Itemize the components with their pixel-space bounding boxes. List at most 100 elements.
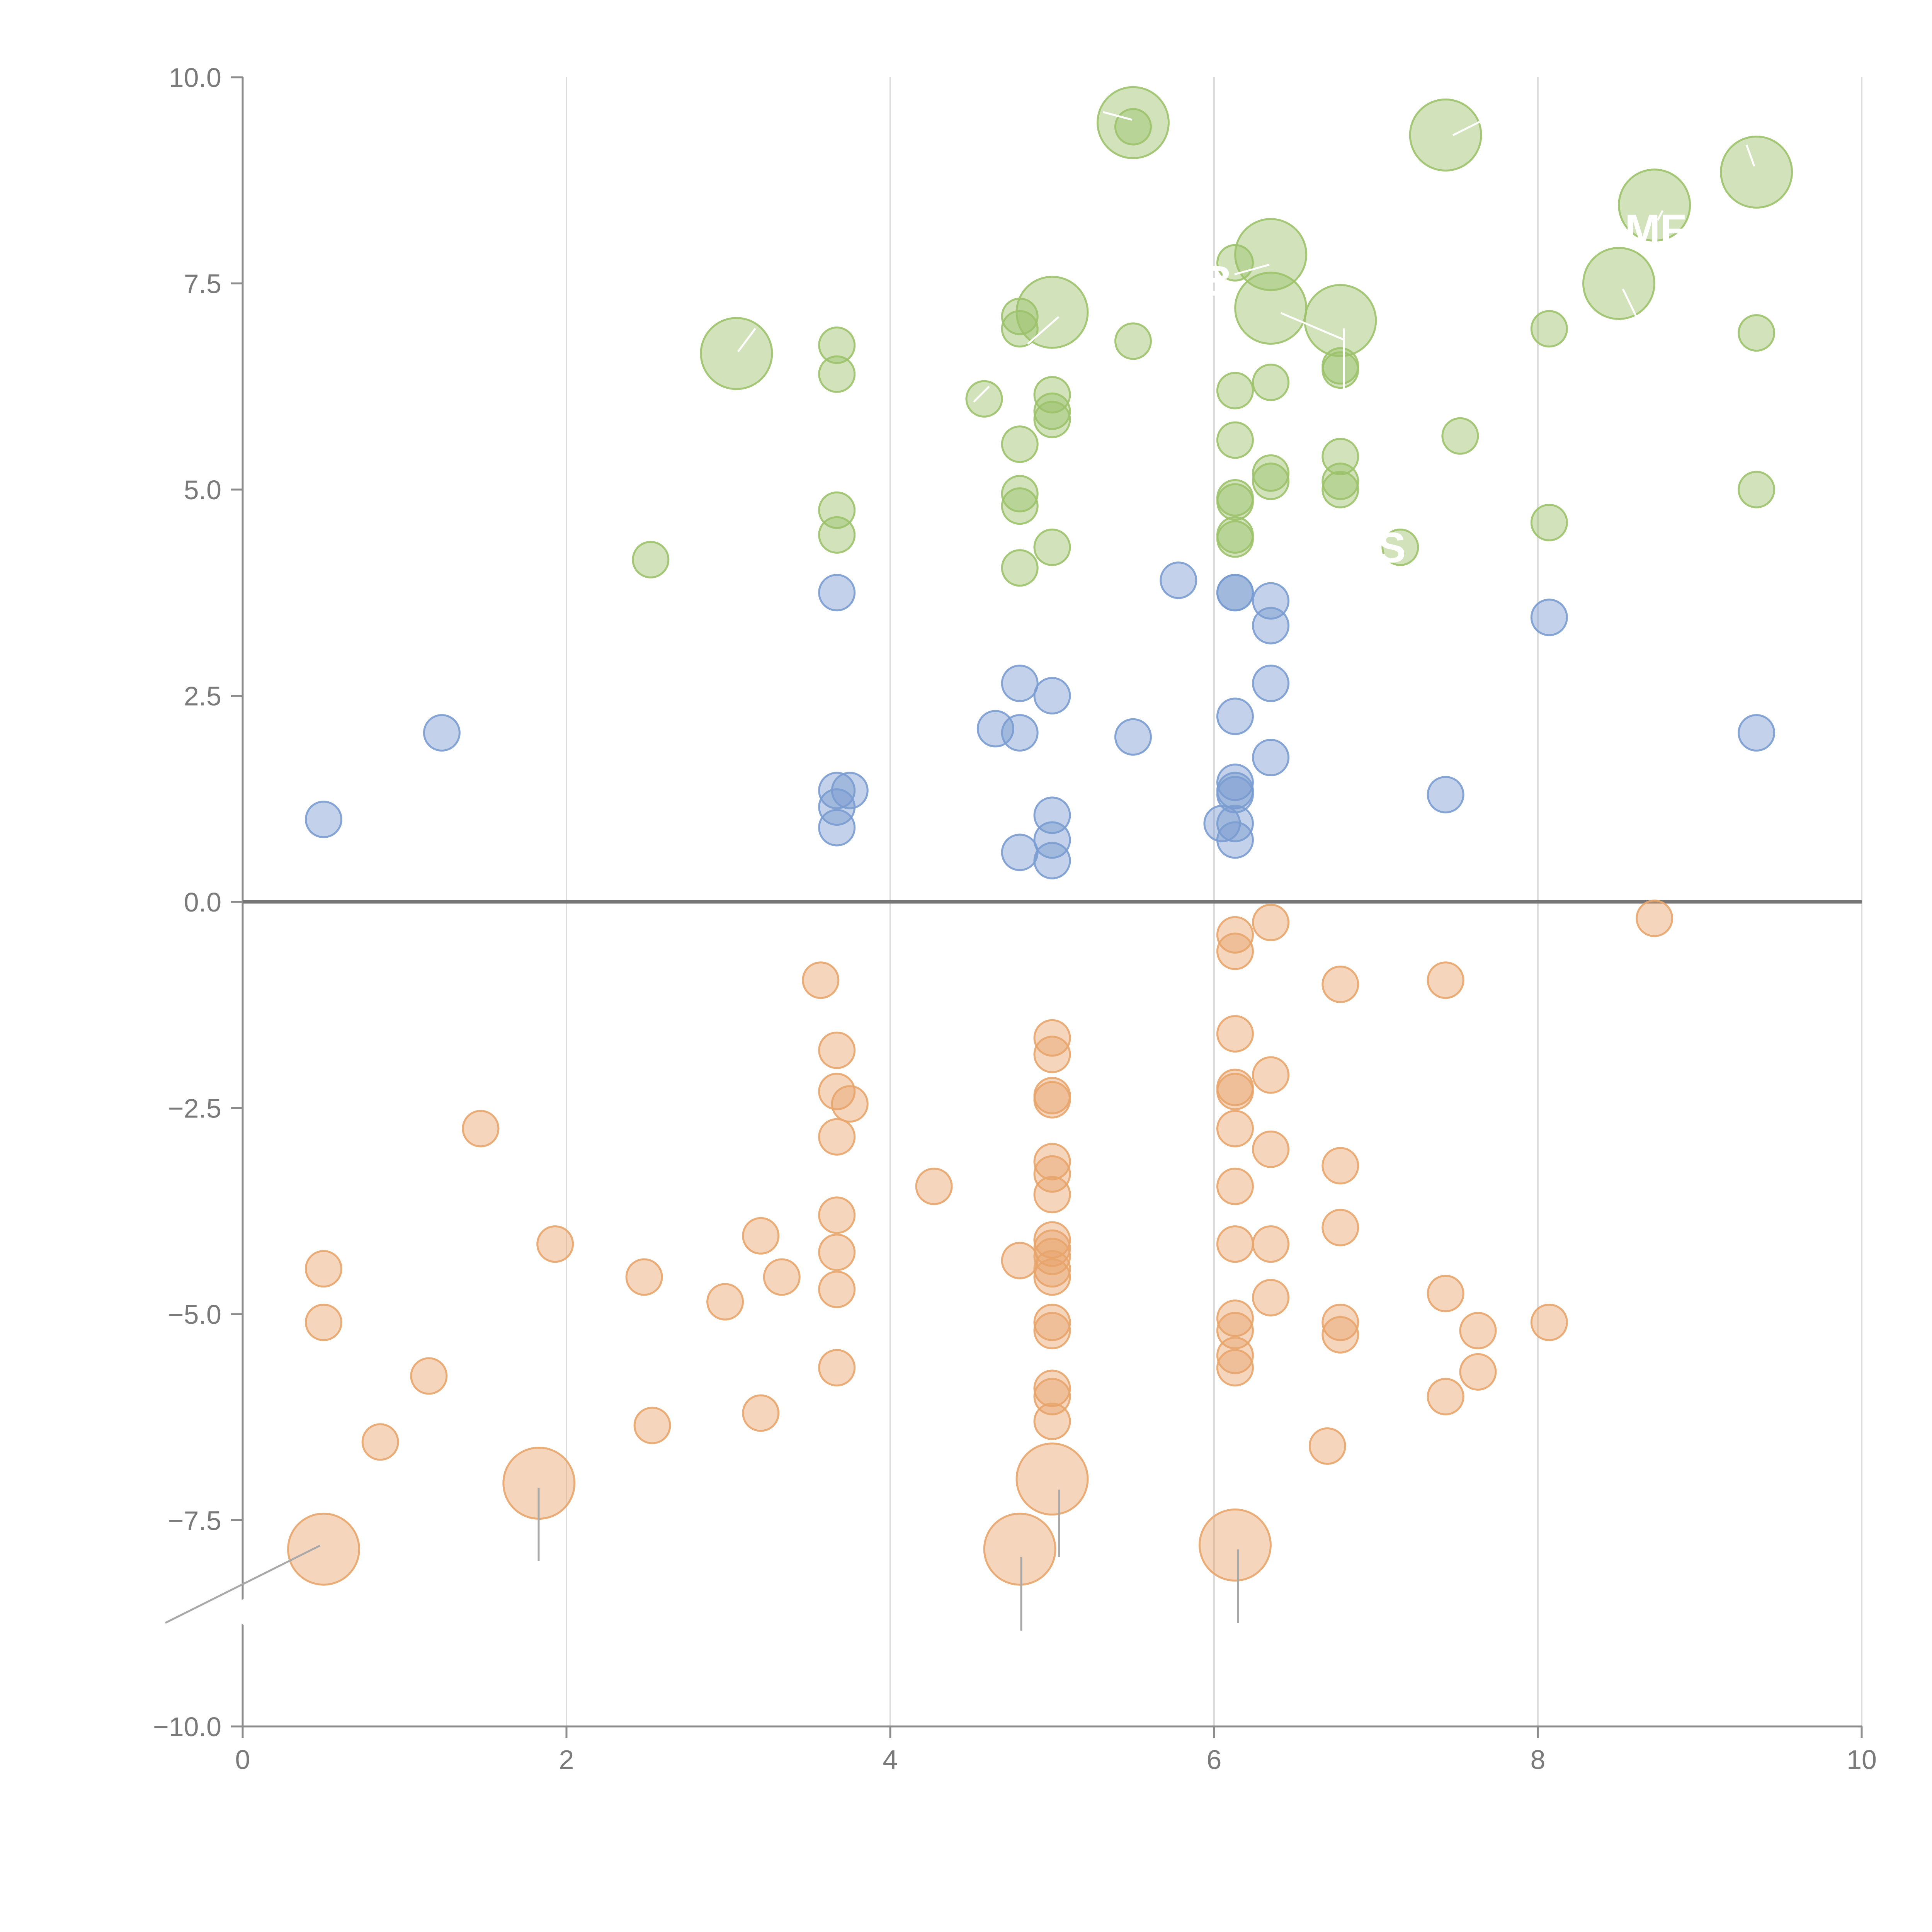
orange-bubble[interactable] <box>1252 1225 1290 1263</box>
orange-bubble[interactable] <box>1216 1349 1254 1387</box>
green-bubble[interactable] <box>1530 310 1568 348</box>
blue-bubble[interactable] <box>818 772 856 810</box>
orange-bubble[interactable] <box>983 1512 1056 1586</box>
green-bubble[interactable] <box>1234 218 1308 291</box>
green-bubble[interactable] <box>1321 351 1359 389</box>
orange-bubble[interactable] <box>1459 1312 1497 1350</box>
orange-bubble[interactable] <box>305 1303 342 1341</box>
blue-bubble[interactable] <box>1216 697 1254 735</box>
blue-bubble[interactable] <box>305 801 342 838</box>
orange-bubble[interactable] <box>462 1110 500 1148</box>
green-bubble[interactable] <box>1738 314 1776 352</box>
orange-bubble[interactable] <box>1216 1110 1254 1148</box>
orange-bubble[interactable] <box>1033 1081 1071 1119</box>
orange-bubble[interactable] <box>1459 1353 1497 1391</box>
blue-bubble[interactable] <box>1001 833 1039 871</box>
green-bubble[interactable] <box>1216 421 1254 459</box>
blue-bubble[interactable] <box>976 710 1014 748</box>
green-bubble[interactable] <box>1252 364 1290 401</box>
green-bubble[interactable] <box>1252 463 1290 500</box>
green-bubble[interactable] <box>1381 528 1419 566</box>
orange-bubble[interactable] <box>1033 1019 1071 1057</box>
blue-bubble[interactable] <box>1160 561 1197 599</box>
blue-bubble[interactable] <box>1216 821 1254 859</box>
orange-bubble[interactable] <box>1033 1303 1071 1341</box>
green-bubble[interactable] <box>818 355 856 393</box>
green-bubble[interactable] <box>965 380 1003 418</box>
green-bubble[interactable] <box>1114 322 1152 360</box>
blue-bubble[interactable] <box>1427 776 1464 814</box>
orange-bubble[interactable] <box>1216 1015 1254 1053</box>
orange-bubble[interactable] <box>625 1258 663 1296</box>
orange-bubble[interactable] <box>1530 1303 1568 1341</box>
orange-bubble[interactable] <box>1427 961 1464 999</box>
green-bubble[interactable] <box>1582 247 1655 320</box>
green-bubble[interactable] <box>700 317 773 390</box>
blue-bubble[interactable] <box>1252 607 1290 645</box>
orange-bubble[interactable] <box>536 1225 574 1263</box>
orange-bubble[interactable] <box>818 1270 856 1308</box>
orange-bubble[interactable] <box>1252 1130 1290 1168</box>
green-bubble[interactable] <box>1033 392 1071 430</box>
green-bubble[interactable] <box>1015 276 1089 349</box>
orange-bubble[interactable] <box>1198 1509 1272 1582</box>
blue-bubble[interactable] <box>1216 574 1254 612</box>
orange-bubble[interactable] <box>818 1233 856 1271</box>
green-bubble[interactable] <box>1216 483 1254 521</box>
orange-bubble[interactable] <box>1033 1221 1071 1259</box>
blue-bubble[interactable] <box>1033 821 1071 859</box>
blue-bubble[interactable] <box>1001 664 1039 702</box>
orange-bubble[interactable] <box>1252 1279 1290 1316</box>
orange-bubble[interactable] <box>1216 916 1254 954</box>
blue-bubble[interactable] <box>1252 664 1290 702</box>
green-bubble[interactable] <box>1304 284 1377 357</box>
orange-bubble[interactable] <box>915 1167 953 1205</box>
orange-bubble[interactable] <box>1216 1299 1254 1337</box>
orange-bubble[interactable] <box>742 1217 780 1255</box>
blue-bubble[interactable] <box>818 574 856 612</box>
orange-bubble[interactable] <box>1427 1275 1464 1313</box>
blue-bubble[interactable] <box>1216 764 1254 801</box>
green-bubble[interactable] <box>1001 475 1039 513</box>
orange-bubble[interactable] <box>1033 1250 1071 1288</box>
orange-bubble[interactable] <box>1216 1337 1254 1374</box>
orange-bubble[interactable] <box>831 1085 869 1123</box>
orange-bubble[interactable] <box>305 1250 342 1288</box>
green-bubble[interactable] <box>1618 168 1691 242</box>
orange-bubble[interactable] <box>763 1258 801 1296</box>
orange-bubble[interactable] <box>1308 1427 1346 1465</box>
orange-bubble[interactable] <box>1216 1167 1254 1205</box>
orange-bubble[interactable] <box>1033 1143 1071 1180</box>
green-bubble[interactable] <box>632 541 670 578</box>
orange-bubble[interactable] <box>1216 932 1254 970</box>
orange-bubble[interactable] <box>1033 1176 1071 1214</box>
green-bubble[interactable] <box>1114 108 1152 146</box>
blue-bubble[interactable] <box>818 788 856 826</box>
green-bubble[interactable] <box>1001 487 1039 525</box>
green-bubble[interactable] <box>1033 401 1071 439</box>
orange-bubble[interactable] <box>1033 1238 1071 1276</box>
orange-bubble[interactable] <box>1033 1369 1071 1407</box>
blue-bubble[interactable] <box>1114 718 1152 756</box>
orange-bubble[interactable] <box>410 1357 448 1395</box>
blue-bubble[interactable] <box>1738 714 1776 752</box>
blue-bubble[interactable] <box>423 714 461 752</box>
orange-bubble[interactable] <box>1033 1258 1071 1296</box>
orange-bubble[interactable] <box>1001 1242 1039 1279</box>
green-bubble[interactable] <box>1530 503 1568 541</box>
orange-bubble[interactable] <box>1636 900 1673 937</box>
green-bubble[interactable] <box>1738 471 1776 509</box>
orange-bubble[interactable] <box>1216 1225 1254 1263</box>
green-bubble[interactable] <box>818 516 856 554</box>
blue-bubble[interactable] <box>1033 842 1071 879</box>
orange-bubble[interactable] <box>1321 1209 1359 1247</box>
green-bubble[interactable] <box>1001 425 1039 463</box>
orange-bubble[interactable] <box>706 1283 744 1321</box>
orange-bubble[interactable] <box>818 1196 856 1234</box>
orange-bubble[interactable] <box>742 1394 780 1432</box>
green-bubble[interactable] <box>1216 520 1254 558</box>
green-bubble[interactable] <box>1001 549 1039 587</box>
blue-bubble[interactable] <box>1001 714 1039 752</box>
blue-bubble[interactable] <box>818 809 856 847</box>
green-bubble[interactable] <box>1321 463 1359 500</box>
